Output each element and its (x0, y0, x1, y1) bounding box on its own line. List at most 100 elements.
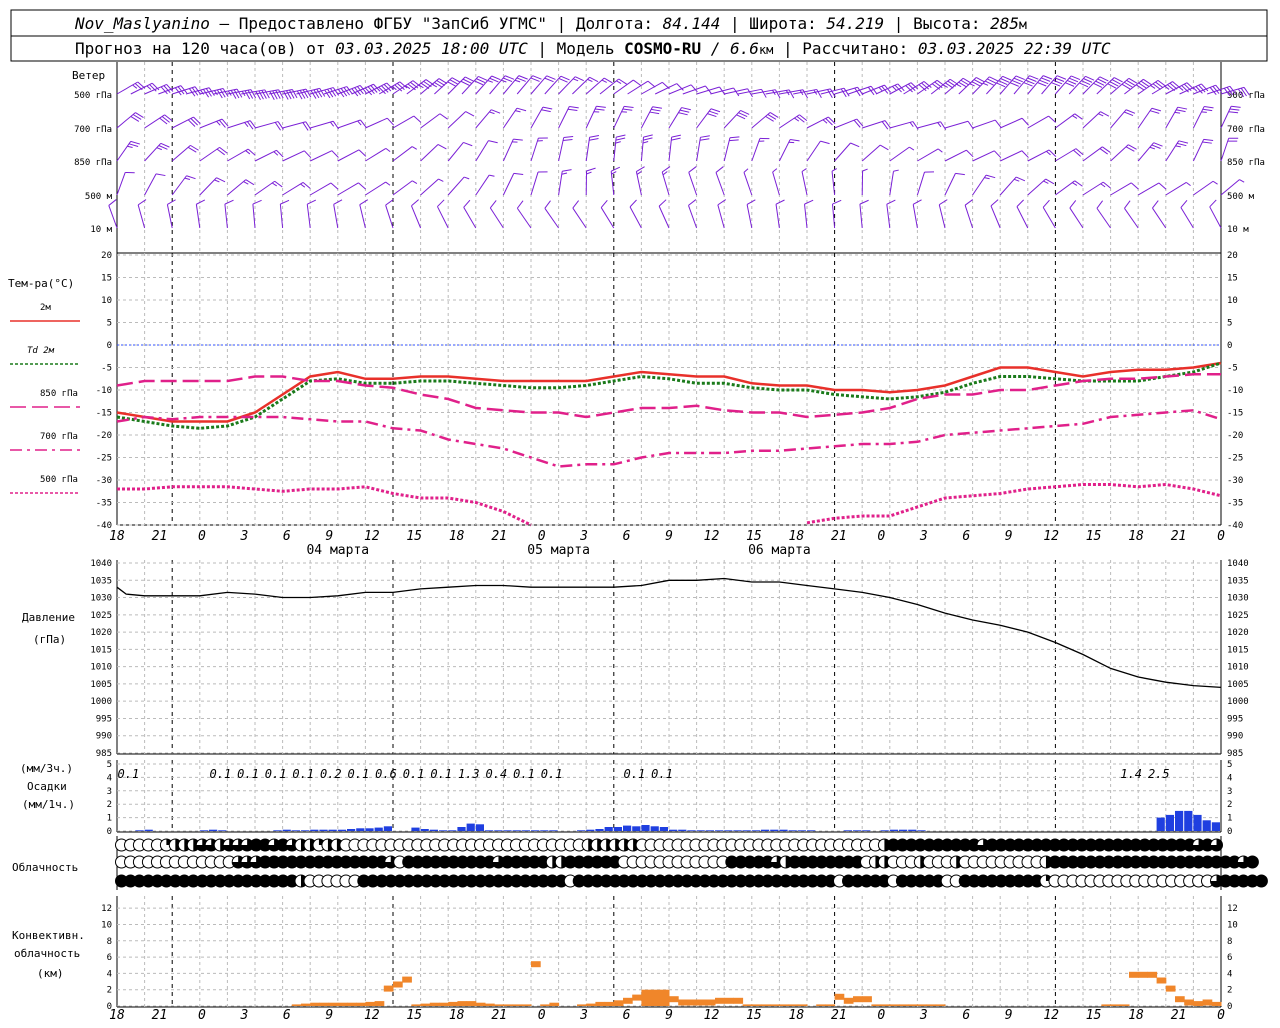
precip-bar (641, 825, 649, 831)
temp-legend-label: 2м (40, 303, 51, 313)
temp-tick-right: -20 (1227, 431, 1243, 441)
wind-barb-feather (216, 176, 225, 184)
wind-barb-staff (393, 116, 414, 128)
pressure-tick-left: 985 (96, 749, 112, 759)
conv-bar (770, 1004, 780, 1006)
wind-barb-half (386, 147, 390, 152)
conv-bar (632, 995, 642, 1001)
wind-barb-10m (832, 200, 843, 228)
wind-barb-feather (303, 181, 310, 190)
conv-bar (1138, 972, 1148, 978)
conv-bar (660, 990, 670, 1006)
precip-3h-label: 2.5 (1148, 767, 1170, 781)
wind-barb-feather (616, 137, 625, 141)
wind-barb-staff (807, 141, 820, 161)
precip-3h-label: 0.1 (348, 767, 370, 781)
wind-barb-850hpa (1055, 147, 1083, 169)
wind-barb-850hpa (1083, 145, 1110, 168)
wind-barb-staff (945, 121, 968, 128)
wind-barb-staff (145, 115, 165, 128)
conv-bar (779, 1004, 789, 1006)
temp-tick-left: 5 (107, 319, 112, 329)
conv-bar (835, 994, 845, 1000)
wind-barb-500m (973, 173, 996, 200)
wind-barb-10m (436, 200, 456, 228)
precip-bar (890, 830, 898, 831)
axis-hours-bottom-label: 9 (665, 1008, 673, 1023)
axis-hours-top-label: 15 (746, 529, 762, 544)
wind-barb-staff (1055, 114, 1074, 128)
precip-bar (540, 830, 548, 831)
wind-barb-10m (600, 200, 622, 228)
wind-barb-850hpa (1028, 149, 1056, 169)
precip-title: Осадки (27, 780, 67, 793)
wind-barb-staff (636, 172, 641, 195)
wind-barb-staff (973, 77, 990, 94)
precip-bar (743, 830, 751, 831)
wind-barb-feather (164, 84, 170, 93)
wind-barb-staff (973, 120, 996, 128)
wind-barb-500m (1193, 180, 1217, 199)
wind-barb-500hpa (476, 74, 501, 100)
precip-bar (770, 830, 778, 831)
precip-bar (1166, 815, 1174, 831)
temp-tick-left: 0 (107, 341, 112, 351)
wind-barb-feather (636, 167, 645, 172)
precip-bar (531, 830, 539, 831)
pressure-tick-right: 1035 (1227, 576, 1249, 586)
wind-barb-feather (359, 148, 366, 157)
axis-hours-bottom-label: 12 (1043, 1008, 1059, 1023)
wind-level-label-left: 10 м (90, 225, 112, 235)
conv-bar (687, 1000, 697, 1006)
wind-barb-staff (1181, 208, 1194, 228)
wind-barb-feather (280, 200, 289, 204)
precip-3h-label: 0.2 (320, 767, 342, 781)
precip-tick-right: 3 (1227, 787, 1232, 797)
conv-bar (816, 1004, 826, 1006)
conv-bar (697, 1000, 707, 1006)
wind-barb-10m (860, 200, 872, 228)
conv-bar (1184, 1000, 1194, 1006)
wind-barb-half (1239, 178, 1244, 183)
wind-barb-staff (835, 143, 851, 161)
precip-bar (476, 824, 484, 831)
wind-barb-staff (365, 148, 385, 161)
conv-bar (1147, 972, 1157, 978)
wind-barb-500m (917, 169, 934, 197)
precip-3h-label: 0.1 (403, 767, 425, 781)
axis-hours-bottom-label: 6 (623, 1008, 631, 1023)
wind-barb-feather (643, 137, 652, 141)
lon-value: 84.144 (663, 14, 721, 33)
wind-barb-staff (973, 151, 995, 161)
conv-tick-left: 8 (107, 937, 112, 947)
conv-bar (448, 1002, 458, 1006)
temp-legend-label: 850 гПа (40, 389, 78, 399)
precip-bar (844, 830, 852, 831)
wind-barb-10m (543, 201, 566, 228)
wind-barb-feather (1159, 181, 1166, 190)
precip-bar (549, 830, 557, 831)
conv-bar (936, 1004, 946, 1006)
precip-bar (411, 828, 419, 831)
precip-bar (623, 826, 631, 831)
axis-hours-bottom-label: 12 (364, 1008, 380, 1023)
conv-tick-left: 4 (107, 969, 112, 979)
precip-unit3h: (мм/3ч.) (20, 762, 73, 775)
conv-bar (871, 1004, 881, 1006)
wind-barb-feather (1196, 85, 1202, 94)
precip-tick-right: 1 (1227, 814, 1232, 824)
precip-bar (678, 830, 686, 831)
wind-barb-feather (488, 138, 497, 145)
alt-label: | Высота: (884, 14, 990, 33)
axis-hours-top-label: 21 (152, 529, 168, 544)
wind-barb-feather (1095, 201, 1104, 209)
wind-barb-10m (1123, 201, 1146, 228)
wind-barb-850hpa (641, 134, 652, 162)
wind-barb-500m (1166, 181, 1191, 199)
wind-barb-700hpa (365, 117, 393, 136)
wind-title: Ветер (72, 69, 105, 82)
wind-barb-500hpa (145, 83, 173, 102)
wind-barb-staff (1000, 151, 1022, 161)
wind-barb-500m (636, 167, 650, 195)
